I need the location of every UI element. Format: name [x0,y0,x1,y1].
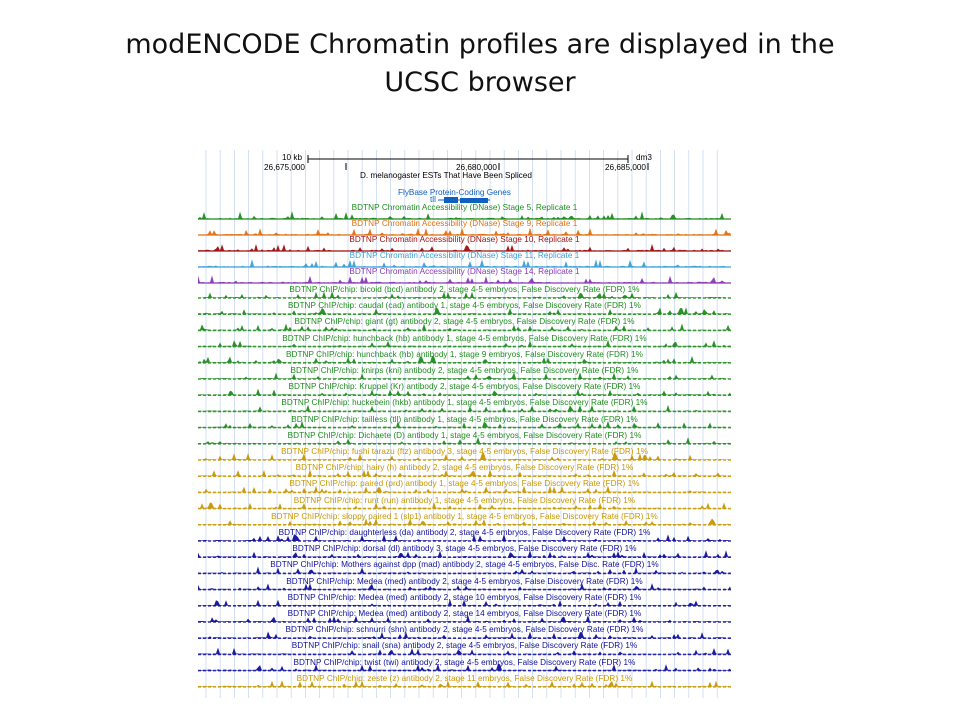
gene-name-label: tll [430,195,436,204]
chip-track-label: BDTNP ChIP/chip: paired (prd) antibody 1… [289,479,640,489]
dnase-signal [198,211,731,219]
chip-signal [198,420,731,428]
chip-signal [198,453,731,460]
chip-signal [198,339,731,347]
dnase-track-label: BDTNP Chromatin Accessibility (DNase) St… [351,203,578,212]
dnase-track-label: BDTNP Chromatin Accessibility (DNase) St… [349,235,580,244]
chip-track-label: BDTNP ChIP/chip: snail (sna) antibody 2,… [291,641,638,651]
chip-track-label: BDTNP ChIP/chip: dorsal (dl) antibody 3,… [292,544,637,554]
chip-track-label: BDTNP ChIP/chip: Mothers against dpp (ma… [270,560,659,570]
chip-signal [198,534,731,541]
chip-signal [198,583,731,590]
chip-signal [198,599,731,606]
chip-track-label: BDTNP ChIP/chip: runt (run) antibody 1, … [293,495,636,505]
chip-track-label: BDTNP ChIP/chip: tailless (tll) antibody… [291,414,638,424]
dnase-track-label: BDTNP Chromatin Accessibility (DNase) St… [349,267,580,276]
assembly-label: dm3 [636,153,652,162]
chip-track-label: BDTNP ChIP/chip: Kruppel (Kr) antibody 2… [288,382,641,392]
dnase-signal [198,243,731,251]
chip-signal [198,647,731,655]
gene-track-label: FlyBase Protein-Coding Genes [398,188,511,197]
chip-track-label: BDTNP ChIP/chip: daughterless (da) antib… [278,528,651,537]
chip-signal [198,291,731,298]
dnase-signal [198,275,731,283]
dnase-signal [198,259,731,267]
browser-track-canvas [198,150,731,698]
chip-track-label: BDTNP ChIP/chip: hairy (h) antibody 2, s… [295,463,634,473]
chip-signal [198,502,731,509]
chip-signal [198,404,731,412]
est-track-label: D. melanogaster ESTs That Have Been Spli… [360,171,532,180]
dnase-track-label: BDTNP Chromatin Accessibility (DNase) St… [349,251,580,260]
chip-track-label: BDTNP ChIP/chip: fushi tarazu (ftz) anti… [281,447,648,456]
slide-title-line-1: modENCODE Chromatin profiles are display… [125,29,835,60]
gene-exon [444,197,458,203]
chip-track-label: BDTNP ChIP/chip: hunchback (hb) antibody… [285,349,643,359]
chip-track-label: BDTNP ChIP/chip: huckebein (hkb) antibod… [281,398,648,408]
chip-track-label: BDTNP ChIP/chip: bicoid (bcd) antibody 2… [289,285,640,294]
chip-signal [198,550,731,558]
chip-signal [198,518,731,525]
dnase-track-label: BDTNP Chromatin Accessibility (DNase) St… [351,219,578,228]
ruler-tick-label: 26,680,000 [456,163,497,172]
chip-track-label: BDTNP ChIP/chip: sloppy paired 1 (slp1) … [271,511,658,521]
chip-signal [198,323,731,331]
chip-signal [198,485,731,493]
slide-title: modENCODE Chromatin profiles are display… [0,26,960,102]
dnase-signal [198,227,731,235]
chip-track-label: BDTNP ChIP/chip: Dichaete (D) antibody 1… [287,430,642,440]
chip-track-label: BDTNP ChIP/chip: Medea (med) antibody 2,… [286,576,643,586]
chip-signal [198,388,731,396]
chip-signal [198,631,731,639]
chip-track-label: BDTNP ChIP/chip: knirps (kni) antibody 2… [290,366,639,375]
slide-title-line-2: UCSC browser [384,67,576,98]
chip-signal [198,615,731,622]
chip-signal [198,372,731,379]
chip-track-label: BDTNP ChIP/chip: schnurri (shn) antibody… [285,625,644,635]
ucsc-browser-image: 10 kb dm3 26,675,000 26,680,000 26,685,0… [198,150,731,698]
chip-track-label: BDTNP ChIP/chip: giant (gt) antibody 2, … [294,317,635,327]
ruler-tick-label: 26,675,000 [264,163,305,172]
chip-track-label: BDTNP ChIP/chip: twist (twi) antibody 2,… [293,657,636,667]
gene-exon [460,198,488,203]
chip-track-label: BDTNP ChIP/chip: hunchback (hb) antibody… [282,333,647,343]
chip-signal [198,307,731,315]
scale-label: 10 kb [282,153,303,162]
chip-track-label: BDTNP ChIP/chip: zeste (z) antibody 2, s… [296,673,633,683]
chip-track-label: BDTNP ChIP/chip: Medea (med) antibody 2,… [287,592,642,602]
ruler-tick-label: 26,685,000 [605,163,646,172]
chip-signal [198,566,731,574]
chip-track-label: BDTNP ChIP/chip: Medea (med) antibody 2,… [287,609,642,618]
chip-track-label: BDTNP ChIP/chip: caudal (cad) antibody 1… [288,301,641,311]
